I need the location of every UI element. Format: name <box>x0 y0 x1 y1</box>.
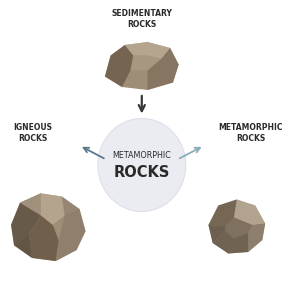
Polygon shape <box>234 200 265 225</box>
Text: ROCKS: ROCKS <box>127 20 156 29</box>
Polygon shape <box>225 218 252 239</box>
Text: SEDIMENTARY: SEDIMENTARY <box>111 9 172 18</box>
Polygon shape <box>125 42 170 58</box>
Polygon shape <box>209 225 225 243</box>
Polygon shape <box>29 215 59 261</box>
Polygon shape <box>248 224 265 252</box>
Polygon shape <box>209 200 237 226</box>
Polygon shape <box>130 56 162 70</box>
Polygon shape <box>11 194 86 261</box>
Polygon shape <box>11 194 41 245</box>
Text: METAMORPHIC: METAMORPHIC <box>219 123 283 132</box>
Polygon shape <box>20 194 79 225</box>
Circle shape <box>98 118 186 212</box>
Text: ROCKS: ROCKS <box>114 165 170 180</box>
Polygon shape <box>105 45 133 87</box>
Polygon shape <box>213 231 248 254</box>
Polygon shape <box>56 196 86 261</box>
Polygon shape <box>105 42 179 90</box>
Text: ROCKS: ROCKS <box>18 134 47 143</box>
Text: METAMORPHIC: METAMORPHIC <box>113 152 171 160</box>
Text: ROCKS: ROCKS <box>236 134 266 143</box>
Polygon shape <box>209 200 265 253</box>
Text: IGNEOUS: IGNEOUS <box>13 123 52 132</box>
Polygon shape <box>148 48 179 90</box>
Polygon shape <box>14 234 32 258</box>
